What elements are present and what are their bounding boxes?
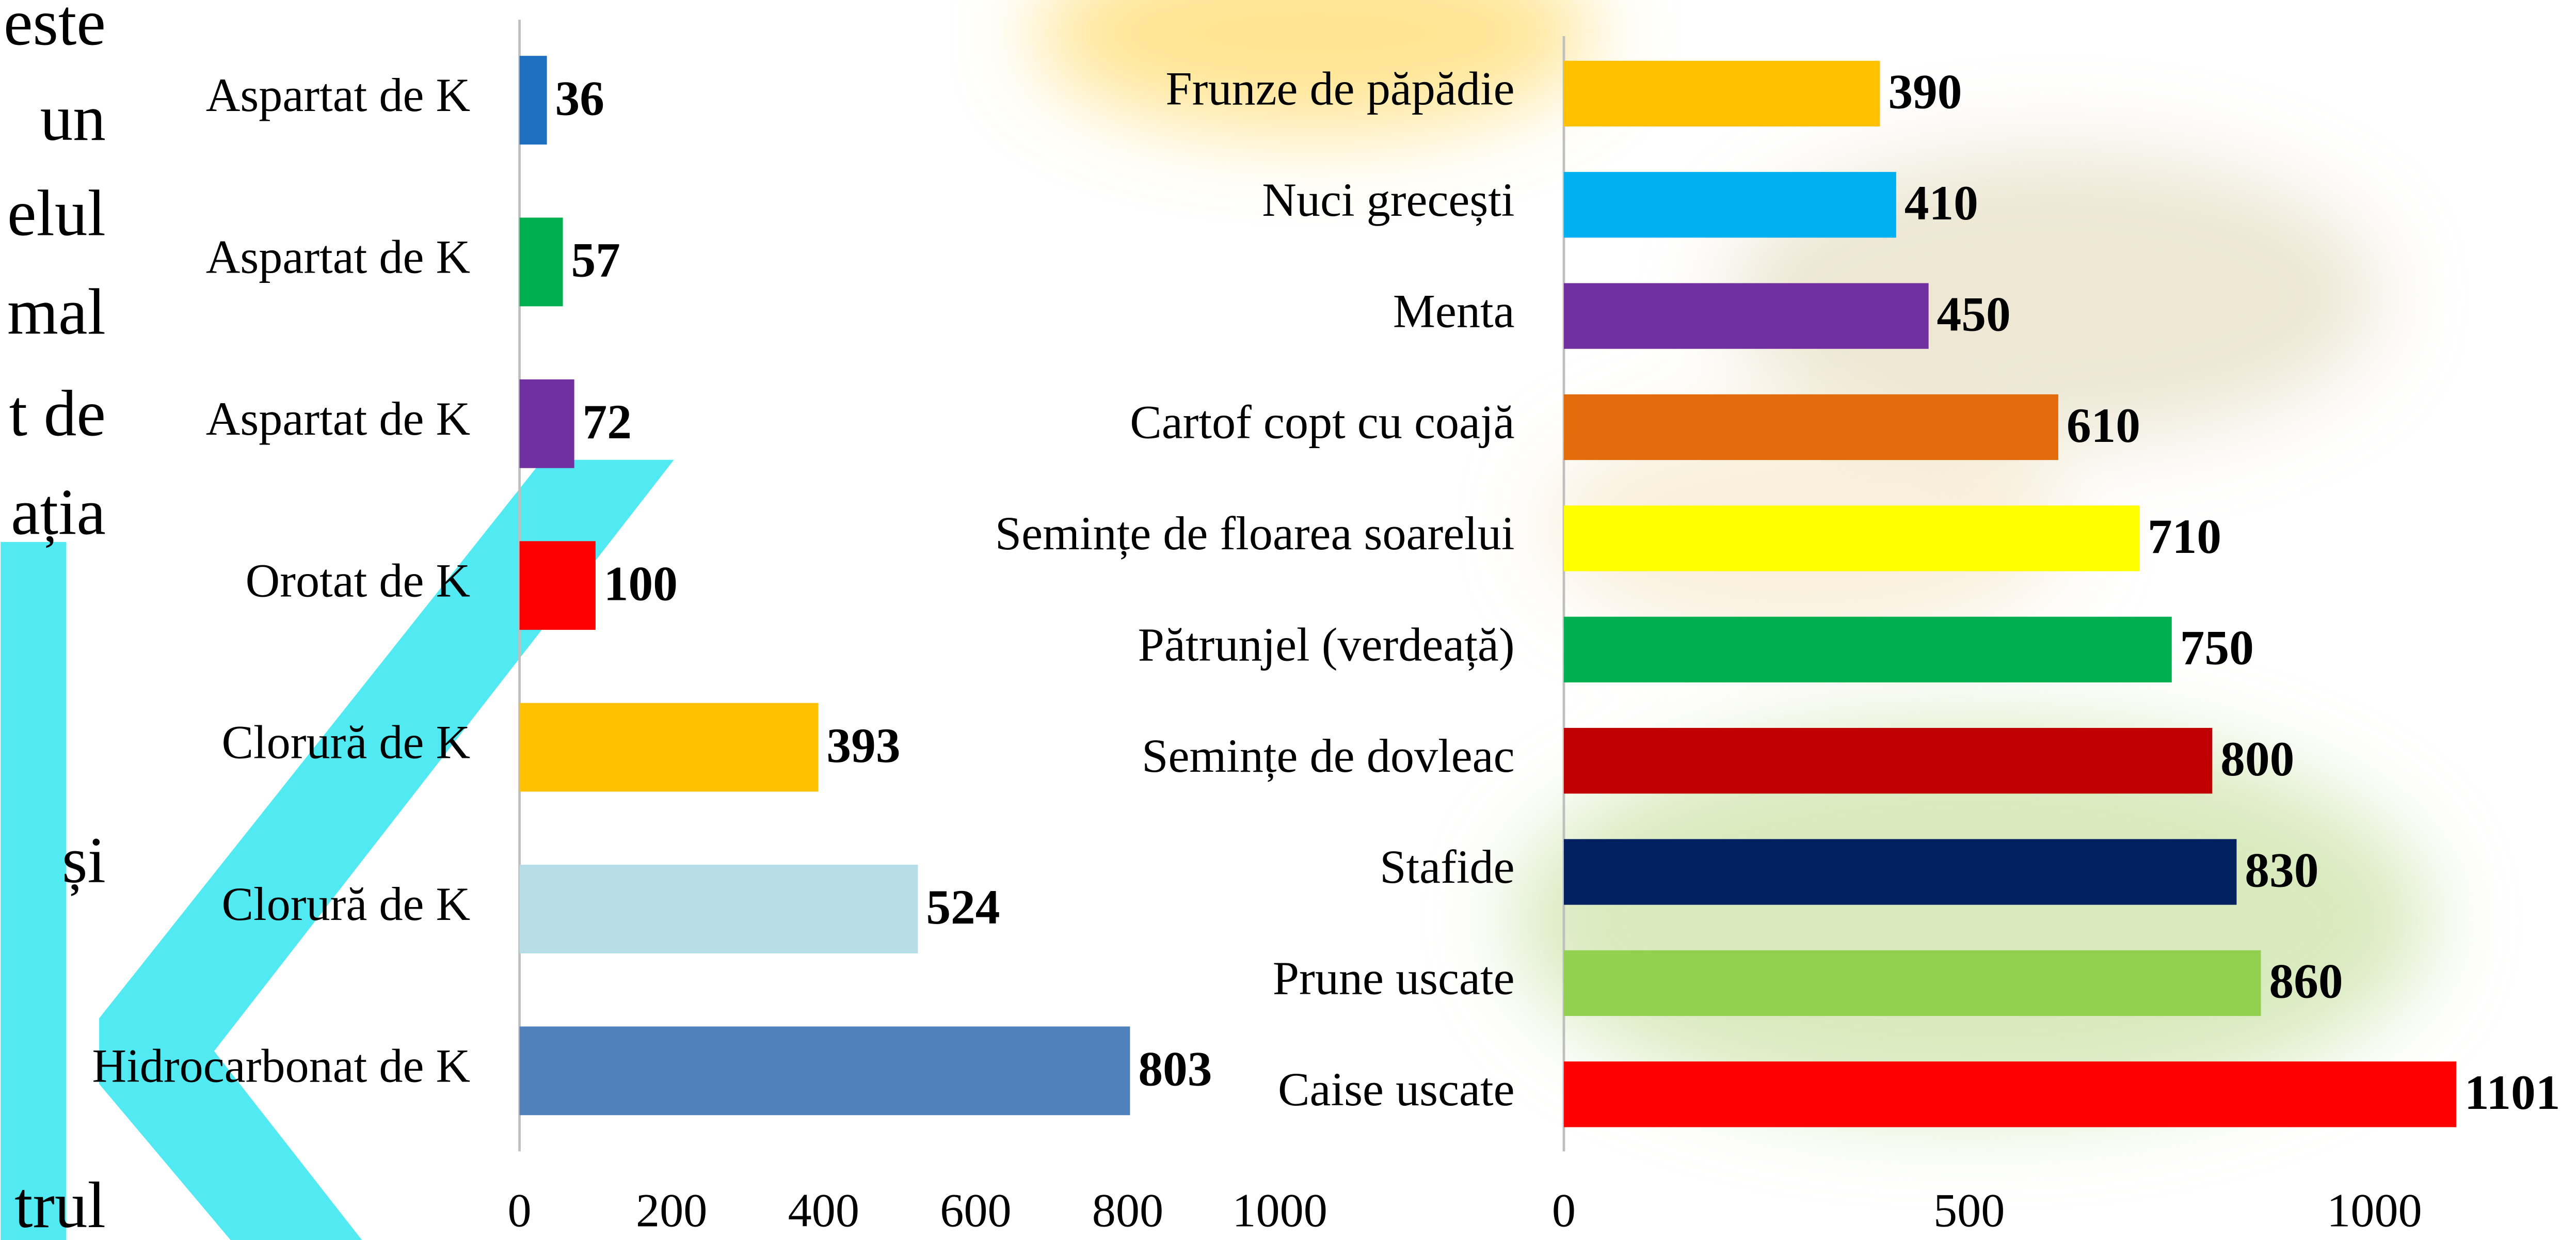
side-text: t de xyxy=(9,377,106,450)
bar-value-label: 524 xyxy=(926,880,1000,934)
bar xyxy=(1564,283,1929,348)
category-label: Caise uscate xyxy=(1278,1063,1515,1116)
bar xyxy=(520,56,547,145)
bar-value-label: 390 xyxy=(1888,65,1962,119)
side-text: și xyxy=(62,824,106,897)
x-tick-label: 0 xyxy=(508,1184,532,1236)
bar xyxy=(1564,617,2172,682)
category-label: Pătrunjel (verdeață) xyxy=(1138,618,1515,671)
bar-value-label: 750 xyxy=(2180,621,2254,675)
bar xyxy=(1564,505,2139,571)
x-tick-label: 800 xyxy=(1092,1184,1163,1236)
bar-value-label: 393 xyxy=(826,718,900,773)
bar-value-label: 57 xyxy=(571,233,620,288)
slide: este un elul mal t de ația și trul 0 200 400 600 800… xyxy=(0,0,2576,1240)
category-label: Hidrocarbonat de K xyxy=(92,1039,471,1092)
x-tick-label: 0 xyxy=(1552,1184,1576,1236)
side-text: este xyxy=(4,0,106,59)
bar-value-label: 450 xyxy=(1937,287,2011,341)
bar-value-label: 1101 xyxy=(2465,1065,2561,1120)
category-label: Nuci grecești xyxy=(1262,173,1514,226)
bar xyxy=(1564,172,1896,237)
category-label: Aspartat de K xyxy=(206,392,470,445)
x-tick-label: 1000 xyxy=(1232,1184,1327,1236)
page: este un elul mal t de ația și trul 0 200 400 600 800… xyxy=(0,0,2576,1240)
bar xyxy=(1564,839,2236,904)
category-label: Semințe de dovleac xyxy=(1142,729,1514,782)
side-text: elul xyxy=(7,177,106,250)
side-text: trul xyxy=(14,1169,106,1240)
bar xyxy=(520,218,563,307)
bar-value-label: 610 xyxy=(2067,398,2140,453)
bar xyxy=(520,1026,1130,1115)
bar xyxy=(1564,394,2058,460)
category-label: Aspartat de K xyxy=(206,69,470,121)
bar xyxy=(520,379,574,468)
bar-value-label: 860 xyxy=(2269,954,2343,1009)
category-label: Prune uscate xyxy=(1273,952,1515,1005)
bar-value-label: 710 xyxy=(2148,509,2221,564)
bar-value-label: 100 xyxy=(604,556,678,611)
bar xyxy=(1564,950,2261,1016)
bar xyxy=(520,703,819,792)
bar-value-label: 800 xyxy=(2220,732,2294,786)
category-label: Aspartat de K xyxy=(206,231,470,283)
category-label: Stafide xyxy=(1380,840,1514,893)
bar xyxy=(1564,1061,2456,1127)
category-label: Clorură de K xyxy=(222,878,471,930)
x-tick-label: 400 xyxy=(788,1184,859,1236)
x-tick-label: 600 xyxy=(940,1184,1011,1236)
x-tick-label: 200 xyxy=(636,1184,707,1236)
x-tick-label: 1000 xyxy=(2327,1184,2422,1236)
bar-value-label: 72 xyxy=(583,394,632,449)
bar-value-label: 803 xyxy=(1138,1042,1212,1096)
bar-value-label: 830 xyxy=(2245,842,2318,897)
side-text: mal xyxy=(7,275,106,348)
category-label: Frunze de păpădie xyxy=(1165,62,1514,115)
side-text: ația xyxy=(11,476,106,549)
category-label: Menta xyxy=(1393,284,1515,337)
bar-value-label: 36 xyxy=(555,71,604,125)
category-label: Semințe de floarea soarelui xyxy=(995,507,1515,560)
bar xyxy=(520,541,596,630)
category-label: Orotat de K xyxy=(246,554,471,607)
bar xyxy=(1564,61,1880,126)
x-tick-label: 500 xyxy=(1933,1184,2005,1236)
side-text: un xyxy=(40,82,106,154)
category-label: Clorură de K xyxy=(222,716,471,769)
bar-value-label: 410 xyxy=(1905,176,1978,230)
k-letter-shape xyxy=(1,542,66,1240)
bar xyxy=(520,865,918,953)
bar xyxy=(1564,728,2212,793)
category-label: Cartof copt cu coajă xyxy=(1130,396,1514,449)
